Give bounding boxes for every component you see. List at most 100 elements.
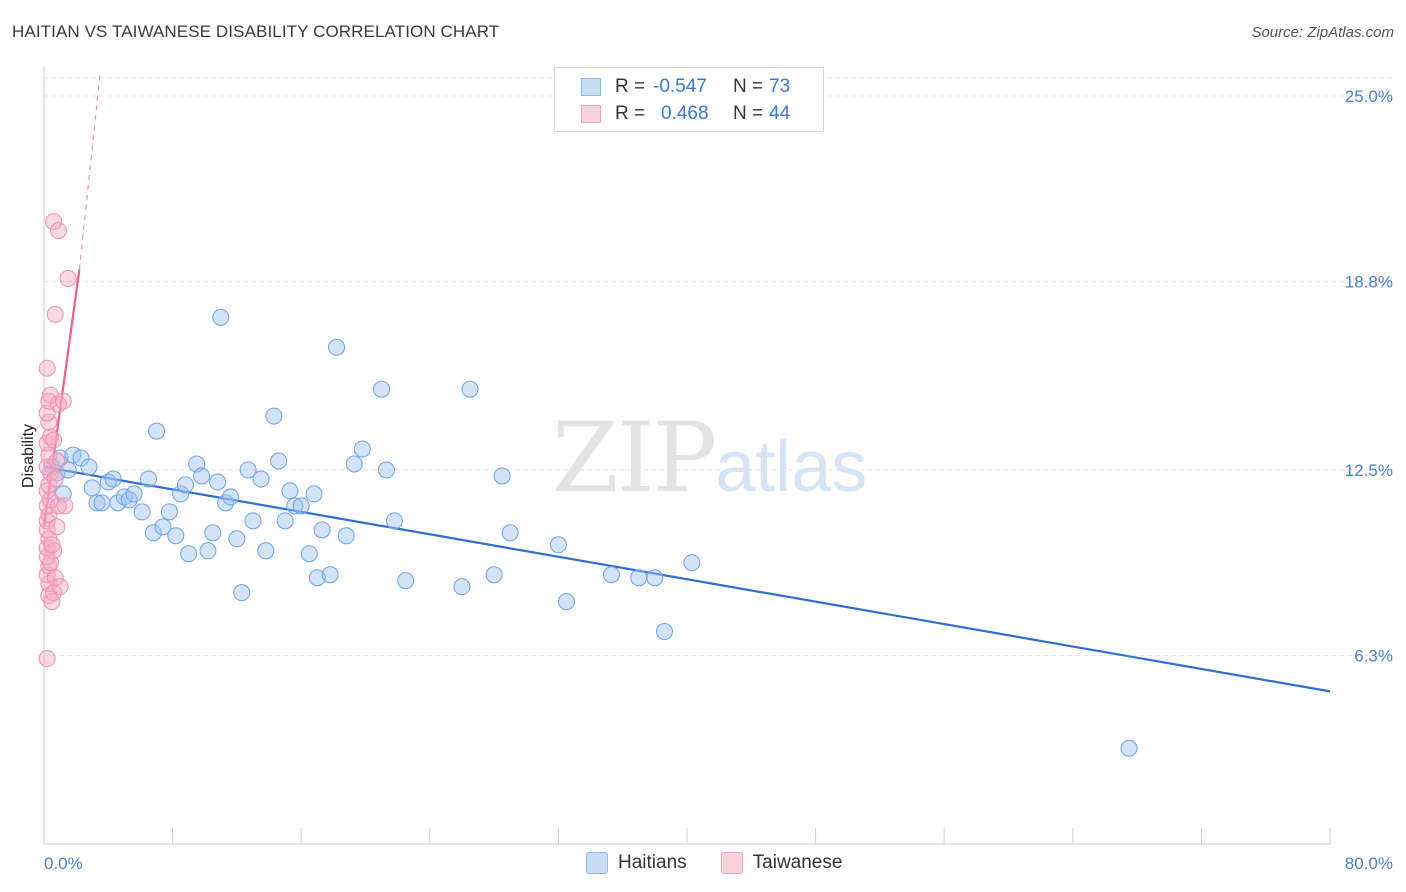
point-haitians bbox=[244, 512, 262, 530]
watermark: ZIPatlas bbox=[552, 402, 867, 514]
point-haitians bbox=[228, 530, 246, 548]
point-taiwanese bbox=[38, 649, 56, 667]
point-haitians bbox=[630, 569, 648, 587]
legend-row-haitians: R = -0.547 N = 73 bbox=[581, 75, 790, 99]
point-haitians bbox=[270, 452, 288, 470]
point-haitians bbox=[1120, 739, 1138, 757]
point-haitians bbox=[453, 578, 471, 596]
point-haitians bbox=[257, 542, 275, 560]
point-haitians bbox=[655, 623, 673, 641]
point-taiwanese bbox=[43, 536, 61, 554]
legend-r-label: R = bbox=[615, 103, 646, 124]
series-swatch-taiwanese bbox=[720, 852, 743, 874]
series-label-haitians: Haitians bbox=[618, 852, 687, 873]
point-haitians bbox=[144, 524, 162, 542]
legend-n-label: N = bbox=[733, 103, 764, 124]
point-taiwanese bbox=[45, 213, 63, 231]
point-haitians bbox=[109, 494, 127, 512]
point-haitians bbox=[104, 470, 122, 488]
point-haitians bbox=[125, 485, 143, 503]
trend-line-haitians bbox=[43, 465, 1331, 693]
point-haitians bbox=[485, 566, 503, 584]
legend-row-taiwanese: R = 0.468 N = 44 bbox=[581, 102, 790, 126]
watermark-atlas: atlas bbox=[715, 427, 868, 507]
point-taiwanese bbox=[38, 359, 56, 377]
point-haitians bbox=[286, 497, 304, 515]
point-haitians bbox=[115, 488, 133, 506]
point-taiwanese bbox=[56, 497, 74, 515]
series-legend: Haitians Taiwanese bbox=[586, 852, 876, 874]
point-haitians bbox=[221, 488, 239, 506]
y-tick-label: 6.3% bbox=[1354, 646, 1393, 665]
point-haitians bbox=[602, 566, 620, 584]
point-haitians bbox=[180, 545, 198, 563]
legend-n-label: N = bbox=[733, 76, 764, 97]
point-haitians bbox=[373, 380, 391, 398]
point-haitians bbox=[501, 524, 519, 542]
series-legend-haitians[interactable]: Haitians bbox=[586, 852, 687, 874]
point-taiwanese bbox=[46, 305, 64, 323]
chart-title: HAITIAN VS TAIWANESE DISABILITY CORRELAT… bbox=[12, 22, 500, 41]
legend-r-label: R = bbox=[615, 76, 646, 97]
y-tick-label: 12.5% bbox=[1345, 461, 1393, 480]
point-haitians bbox=[321, 566, 339, 584]
point-taiwanese bbox=[54, 392, 72, 410]
x-tick-label: 80.0% bbox=[1345, 854, 1393, 873]
point-taiwanese bbox=[49, 497, 67, 515]
axes bbox=[43, 66, 1331, 845]
point-haitians bbox=[233, 584, 251, 602]
point-haitians bbox=[328, 338, 346, 356]
point-taiwanese bbox=[49, 222, 67, 240]
point-taiwanese bbox=[38, 482, 56, 500]
series-label-taiwanese: Taiwanese bbox=[752, 852, 843, 873]
x-tick-label: 0.0% bbox=[44, 854, 83, 873]
point-haitians bbox=[93, 494, 111, 512]
point-haitians bbox=[646, 569, 664, 587]
point-taiwanese bbox=[45, 431, 63, 449]
point-taiwanese bbox=[45, 542, 63, 560]
point-haitians bbox=[252, 470, 270, 488]
point-haitians bbox=[683, 554, 701, 572]
point-taiwanese bbox=[49, 395, 67, 413]
point-haitians bbox=[239, 461, 257, 479]
point-taiwanese bbox=[48, 452, 66, 470]
point-haitians bbox=[199, 542, 217, 560]
y-axis-title: Disability bbox=[20, 424, 37, 488]
point-haitians bbox=[397, 572, 415, 590]
legend-n-value: 73 bbox=[769, 76, 791, 97]
point-haitians bbox=[308, 569, 326, 587]
point-taiwanese bbox=[40, 392, 58, 410]
point-taiwanese bbox=[59, 269, 77, 287]
point-taiwanese bbox=[51, 578, 69, 596]
grid-lines bbox=[44, 77, 1395, 656]
source-label: Source: ZipAtlas.com bbox=[1251, 24, 1394, 41]
point-haitians bbox=[313, 521, 331, 539]
series-legend-taiwanese[interactable]: Taiwanese bbox=[720, 852, 843, 874]
trend-line-taiwanese bbox=[42, 269, 81, 527]
point-haitians bbox=[212, 308, 230, 326]
watermark-zip: ZIP bbox=[552, 402, 717, 514]
point-taiwanese bbox=[45, 584, 63, 602]
point-haitians bbox=[193, 467, 211, 485]
point-haitians bbox=[139, 470, 157, 488]
point-taiwanese bbox=[40, 575, 58, 593]
y-tick-label: 18.8% bbox=[1345, 272, 1393, 291]
correlation-legend: R = -0.547 N = 73 R = 0.468 N = 44 bbox=[554, 67, 824, 132]
point-taiwanese bbox=[43, 593, 61, 611]
point-haitians bbox=[377, 461, 395, 479]
tick-labels: 6.3% 12.5% 18.8% 25.0% 0.0% 80.0% bbox=[44, 87, 1393, 873]
point-haitians bbox=[88, 494, 106, 512]
point-haitians bbox=[345, 455, 363, 473]
y-tick-label: 25.0% bbox=[1345, 87, 1393, 106]
legend-n-value: 44 bbox=[769, 103, 791, 124]
point-haitians bbox=[557, 593, 575, 611]
point-taiwanese bbox=[40, 413, 58, 431]
point-haitians bbox=[80, 458, 98, 476]
point-haitians bbox=[353, 440, 371, 458]
legend-r-value: 0.468 bbox=[661, 103, 709, 124]
point-haitians bbox=[276, 512, 294, 530]
trend-extension-taiwanese bbox=[78, 71, 101, 270]
data-points bbox=[38, 213, 1138, 757]
point-haitians bbox=[160, 503, 178, 521]
point-haitians bbox=[385, 512, 403, 530]
